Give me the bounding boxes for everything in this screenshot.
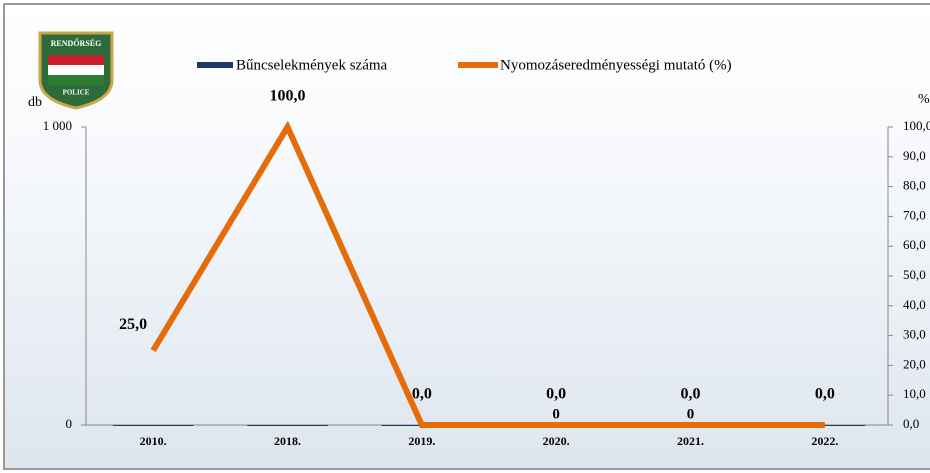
y2-tick-label: 100,0: [903, 118, 930, 133]
line-value-label: 0,0: [815, 386, 835, 403]
y2-tick-label: 30,0: [903, 327, 926, 342]
y2-tick-label: 40,0: [903, 297, 926, 312]
line-value-label: 25,0: [119, 316, 147, 333]
bar: [113, 425, 194, 426]
legend-label: Nyomozáseredményességi mutató (%): [500, 57, 732, 73]
x-tick-label: 2020.: [543, 434, 570, 448]
x-tick-label: 2010.: [140, 434, 167, 448]
y2-tick-label: 60,0: [903, 237, 926, 252]
line-value-label: 100,0: [270, 88, 306, 105]
x-tick-label: 2021.: [677, 434, 704, 448]
x-tick-label: 2018.: [274, 434, 301, 448]
line-value-label: 0,0: [412, 386, 432, 403]
y2-tick-label: 0,0: [903, 416, 919, 431]
y2-tick-label: 90,0: [903, 148, 926, 163]
line-value-label: 0,0: [681, 386, 701, 403]
y2-tick-label: 20,0: [903, 356, 926, 371]
logo-top: RENDŐRSÉG: [51, 38, 102, 48]
y2-tick-label: 80,0: [903, 178, 926, 193]
y2-tick-label: 70,0: [903, 207, 926, 222]
x-tick-label: 2022.: [811, 434, 838, 448]
logo: RENDŐRSÉG POLICE: [40, 33, 112, 108]
x-tick-label: 2019.: [408, 434, 435, 448]
y-tick-label: 0: [66, 416, 73, 431]
bar-value-label: 0: [552, 406, 560, 422]
legend-swatch: [197, 62, 233, 68]
chart: RENDŐRSÉG POLICE db % 0 1 000 0,0 10,0 20,0 3…: [0, 0, 930, 473]
line-value-label: 0,0: [546, 386, 566, 403]
y2-tick-label: 10,0: [903, 386, 926, 401]
bar-value-label: 0: [687, 406, 695, 422]
logo-bottom: POLICE: [63, 89, 90, 97]
y-axis-label: db: [28, 95, 42, 110]
y-tick-label: 1 000: [43, 118, 72, 133]
legend-label: Bűncselekmények száma: [236, 57, 388, 73]
y2-axis-label: %: [918, 92, 930, 107]
frame: [4, 4, 930, 469]
y2-tick-label: 50,0: [903, 267, 926, 282]
bar: [247, 425, 328, 426]
page: RENDŐRSÉG POLICE db % 0 1 000 0,0 10,0 20,0 3…: [0, 0, 930, 473]
